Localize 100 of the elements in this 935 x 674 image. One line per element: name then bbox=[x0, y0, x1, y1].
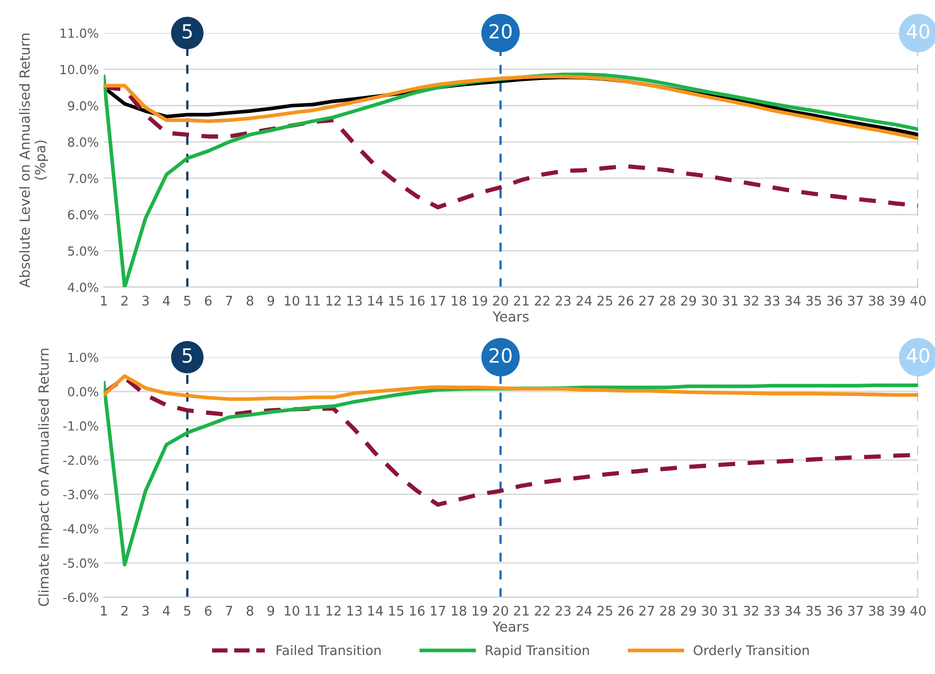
x-tick-label: 23 bbox=[556, 606, 571, 616]
x-tick-label: 38 bbox=[869, 606, 884, 616]
ref-line-label: 5 bbox=[182, 348, 192, 363]
x-tick-label: 24 bbox=[576, 606, 592, 616]
x-tick-label: 35 bbox=[806, 606, 822, 616]
x-tick-label: 23 bbox=[556, 296, 571, 306]
x-tick-label: 36 bbox=[827, 296, 842, 306]
x-tick-label: 10 bbox=[284, 296, 300, 306]
line-series bbox=[104, 374, 918, 401]
x-tick-label: 14 bbox=[368, 606, 383, 616]
x-tick-label: 40 bbox=[910, 606, 926, 616]
line-series bbox=[104, 85, 918, 210]
x-tick-label: 13 bbox=[347, 606, 362, 616]
x-tick-label: 1 bbox=[101, 296, 107, 306]
x-tick-label: 2 bbox=[121, 606, 128, 616]
x-tick-label: 36 bbox=[827, 606, 842, 616]
y-tick-label: 9.0% bbox=[68, 101, 98, 111]
x-tick-label: 16 bbox=[410, 296, 425, 306]
ref-line-label: 5 bbox=[182, 24, 192, 39]
y-tick-label: -4.0% bbox=[63, 524, 98, 534]
x-tick-label: 27 bbox=[639, 296, 654, 306]
x-tick-label: 11 bbox=[306, 606, 320, 616]
x-tick-label: 6 bbox=[204, 606, 212, 616]
x-tick-label: 33 bbox=[764, 606, 780, 616]
x-tick-label: 9 bbox=[267, 296, 274, 306]
ref-line-label: 40 bbox=[906, 24, 930, 39]
x-tick-label: 3 bbox=[142, 606, 149, 616]
y-tick-label: 10.0% bbox=[60, 64, 98, 74]
x-tick-label: 31 bbox=[722, 606, 738, 616]
x-tick-label: 11 bbox=[306, 296, 320, 306]
x-tick-label: 34 bbox=[785, 296, 801, 306]
x-tick-label: 24 bbox=[576, 296, 592, 306]
ref-line-label: 40 bbox=[906, 348, 930, 363]
y-tick-label: 4.0% bbox=[68, 282, 98, 292]
y-tick-label: 1.0% bbox=[68, 352, 98, 362]
x-axis-title: Years bbox=[492, 311, 529, 322]
y-tick-label: -2.0% bbox=[63, 456, 98, 465]
x-tick-label: 21 bbox=[514, 606, 529, 616]
legend-label: Rapid Transition bbox=[486, 645, 589, 658]
x-tick-label: 5 bbox=[184, 606, 190, 616]
y-tick-label: 0.0% bbox=[68, 386, 98, 396]
x-tick-label: 7 bbox=[226, 606, 232, 616]
x-tick-label: 2 bbox=[121, 296, 128, 306]
x-tick-label: 18 bbox=[452, 606, 466, 616]
x-tick-label: 12 bbox=[326, 296, 341, 306]
x-tick-label: 15 bbox=[389, 296, 404, 306]
x-tick-label: 39 bbox=[890, 606, 905, 616]
line-series bbox=[104, 72, 918, 288]
x-tick-label: 20 bbox=[493, 606, 508, 616]
ref-line-label: 20 bbox=[490, 24, 512, 39]
y-tick-label: 6.0% bbox=[68, 210, 98, 220]
x-tick-label: 34 bbox=[785, 606, 801, 616]
x-tick-label: 8 bbox=[246, 606, 254, 616]
x-tick-label: 22 bbox=[534, 296, 550, 306]
x-tick-label: 19 bbox=[472, 606, 488, 616]
x-tick-label: 35 bbox=[806, 296, 822, 306]
y-axis-title: Absolute Level on Annualised Return (%pa) bbox=[19, 34, 48, 288]
x-tick-label: 26 bbox=[618, 296, 634, 306]
x-tick-label: 16 bbox=[410, 606, 425, 616]
x-tick-label: 28 bbox=[660, 606, 676, 616]
x-tick-label: 15 bbox=[389, 606, 404, 616]
x-tick-label: 19 bbox=[472, 296, 488, 306]
x-tick-label: 27 bbox=[639, 606, 654, 616]
x-tick-label: 7 bbox=[226, 296, 232, 306]
x-tick-label: 29 bbox=[681, 606, 696, 616]
x-tick-label: 8 bbox=[246, 296, 254, 306]
x-tick-label: 31 bbox=[722, 296, 738, 306]
x-tick-label: 13 bbox=[347, 296, 362, 306]
y-tick-label: -5.0% bbox=[63, 558, 98, 568]
legend-label: Failed Transition bbox=[276, 645, 381, 656]
x-tick-label: 39 bbox=[890, 296, 905, 306]
x-tick-label: 32 bbox=[744, 296, 758, 306]
x-tick-label: 21 bbox=[514, 296, 529, 306]
x-tick-label: 6 bbox=[204, 296, 212, 306]
x-tick-label: 1 bbox=[101, 606, 107, 616]
x-tick-label: 17 bbox=[430, 296, 446, 306]
x-tick-label: 33 bbox=[764, 296, 780, 306]
y-tick-label: -1.0% bbox=[63, 421, 98, 431]
x-tick-label: 18 bbox=[452, 296, 466, 306]
y-tick-label: -3.0% bbox=[63, 490, 98, 500]
y-tick-label: 7.0% bbox=[68, 174, 98, 184]
x-tick-label: 3 bbox=[142, 296, 149, 306]
x-tick-label: 30 bbox=[702, 296, 717, 306]
x-tick-label: 37 bbox=[848, 606, 863, 616]
x-tick-label: 38 bbox=[869, 296, 884, 306]
x-tick-label: 37 bbox=[848, 296, 863, 306]
x-tick-label: 14 bbox=[368, 296, 383, 306]
x-tick-label: 12 bbox=[326, 606, 341, 616]
x-tick-label: 5 bbox=[184, 296, 190, 306]
y-tick-label: -6.0% bbox=[63, 592, 98, 602]
x-tick-label: 10 bbox=[284, 606, 300, 616]
x-tick-label: 32 bbox=[744, 606, 758, 616]
x-tick-label: 22 bbox=[534, 606, 550, 616]
x-tick-label: 25 bbox=[598, 606, 612, 616]
x-tick-label: 4 bbox=[162, 606, 170, 616]
x-tick-label: 26 bbox=[618, 606, 634, 616]
x-tick-label: 30 bbox=[702, 606, 717, 616]
x-tick-label: 17 bbox=[430, 606, 446, 616]
x-tick-label: 28 bbox=[660, 296, 676, 306]
ref-line-label: 20 bbox=[490, 348, 512, 363]
